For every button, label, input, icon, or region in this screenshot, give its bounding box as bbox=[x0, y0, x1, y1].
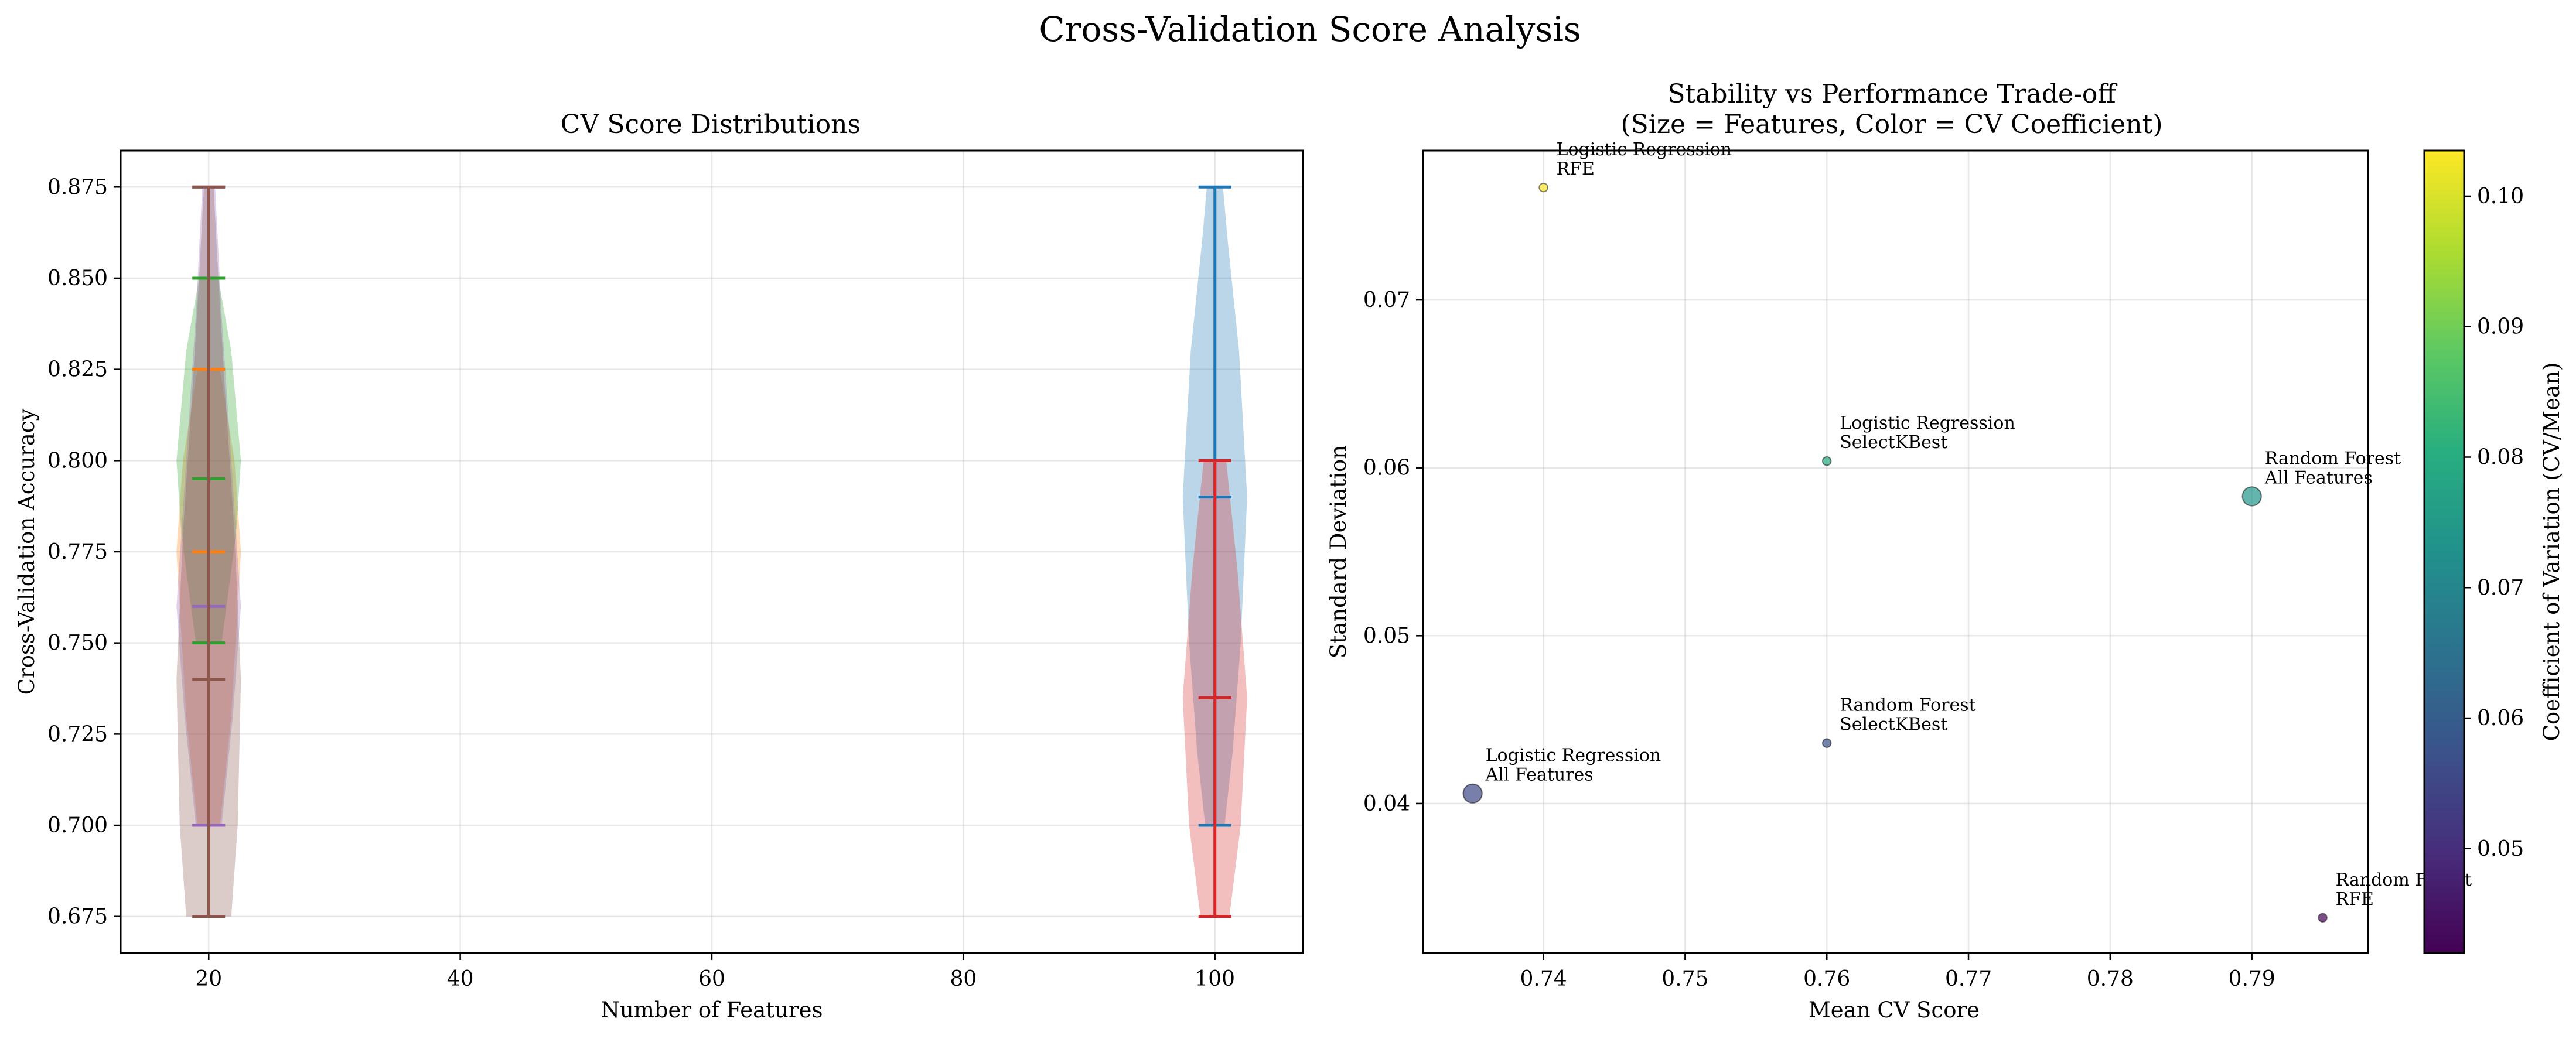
colorbar-tick-label: 0.06 bbox=[2477, 706, 2524, 730]
scatter-point-label-model: Random Forest bbox=[1840, 695, 1976, 716]
scatter-point-label-method: SelectKBest bbox=[1840, 432, 1947, 453]
scatter-panel: Stability vs Performance Trade-off (Size… bbox=[1326, 79, 2472, 1023]
figure-title: Cross-Validation Score Analysis bbox=[1039, 9, 1581, 49]
scatter-x-tick-label: 0.78 bbox=[2087, 967, 2134, 991]
colorbar-gradient bbox=[2423, 149, 2465, 954]
scatter-x-axis-label: Mean CV Score bbox=[1809, 997, 1980, 1023]
scatter-y-axis-label: Standard Deviation bbox=[1326, 445, 1351, 658]
scatter-axes-frame bbox=[1422, 149, 2369, 954]
violin-x-tick-label: 20 bbox=[195, 967, 222, 991]
scatter-point-label-method: All Features bbox=[2264, 467, 2373, 488]
colorbar-tick-label: 0.09 bbox=[2477, 315, 2524, 339]
scatter-y-tick-label: 0.05 bbox=[1363, 624, 1410, 648]
violin-title: CV Score Distributions bbox=[561, 110, 861, 139]
colorbar-tick-label: 0.10 bbox=[2477, 185, 2524, 209]
violin-y-tick-label: 0.675 bbox=[47, 905, 108, 929]
scatter-x-tick-label: 0.76 bbox=[1803, 967, 1850, 991]
violin-y-tick-label: 0.775 bbox=[47, 540, 108, 564]
scatter-point-label-model: Logistic Regression bbox=[1486, 746, 1661, 766]
violin-y-tick-label: 0.850 bbox=[47, 267, 108, 291]
colorbar-tick-label: 0.07 bbox=[2477, 576, 2524, 600]
scatter-point-label-method: All Features bbox=[1485, 765, 1594, 785]
violin-y-tick-label: 0.700 bbox=[47, 814, 108, 838]
colorbar-label: Coefficient of Variation (CV/Mean) bbox=[2539, 363, 2564, 742]
scatter-x-tick-label: 0.75 bbox=[1661, 967, 1708, 991]
scatter-point-label-method: RFE bbox=[1557, 159, 1595, 179]
scatter-y-tick-label: 0.07 bbox=[1363, 288, 1410, 312]
violin-y-tick-label: 0.725 bbox=[47, 722, 108, 746]
scatter-point-label-model: Random Forest bbox=[2265, 448, 2401, 469]
violin-x-tick-label: 60 bbox=[698, 967, 725, 991]
violin-grid bbox=[121, 151, 1303, 953]
colorbar-ticks: 0.05 0.06 0.07 0.08 0.09 0.10 bbox=[2464, 185, 2524, 861]
violin-y-ticks: 0.675 0.700 0.725 0.750 0.775 0.800 0.825 0.850… bbox=[47, 175, 121, 929]
scatter-title-line1: Stability vs Performance Trade-off bbox=[1667, 79, 2117, 109]
scatter-point bbox=[1822, 738, 1832, 748]
violin-panel: CV Score Distributions 20 40 60 80 100 0.675… bbox=[14, 110, 1304, 1023]
colorbar: 0.05 0.06 0.07 0.08 0.09 0.10 Coefficient of … bbox=[2423, 149, 2564, 954]
scatter-point bbox=[2241, 486, 2262, 507]
scatter-x-ticks: 0.74 0.75 0.76 0.77 0.78 0.79 bbox=[1520, 953, 2275, 991]
scatter-point bbox=[1538, 182, 1548, 193]
scatter-point bbox=[1462, 783, 1483, 804]
violin-y-tick-label: 0.875 bbox=[47, 175, 108, 199]
violin-y-tick-label: 0.800 bbox=[47, 449, 108, 473]
scatter-x-tick-label: 0.77 bbox=[1945, 967, 1992, 991]
violin-y-axis-label: Cross-Validation Accuracy bbox=[14, 409, 39, 695]
scatter-points bbox=[1462, 182, 2328, 923]
scatter-point-label-model: Logistic Regression bbox=[1840, 413, 2015, 433]
scatter-y-tick-label: 0.06 bbox=[1363, 456, 1410, 480]
violin-x-tick-label: 100 bbox=[1195, 967, 1235, 991]
violin-x-ticks: 20 40 60 80 100 bbox=[195, 953, 1235, 991]
scatter-title-line2: (Size = Features, Color = CV Coefficient… bbox=[1621, 110, 2163, 139]
scatter-y-ticks: 0.04 0.05 0.06 0.07 bbox=[1363, 288, 1423, 816]
scatter-point bbox=[2318, 913, 2328, 923]
violin-x-tick-label: 40 bbox=[447, 967, 474, 991]
scatter-grid bbox=[1423, 151, 2368, 953]
scatter-point-label-method: SelectKBest bbox=[1840, 715, 1947, 735]
violin-y-tick-label: 0.750 bbox=[47, 631, 108, 655]
scatter-x-tick-label: 0.79 bbox=[2229, 967, 2275, 991]
violin-bodies bbox=[176, 185, 1247, 918]
colorbar-tick-label: 0.05 bbox=[2477, 837, 2524, 861]
violin-x-tick-label: 80 bbox=[950, 967, 977, 991]
scatter-y-tick-label: 0.04 bbox=[1363, 792, 1410, 816]
violin-x-axis-label: Number of Features bbox=[601, 997, 823, 1023]
scatter-point bbox=[1822, 456, 1832, 466]
scatter-x-tick-label: 0.74 bbox=[1520, 967, 1567, 991]
violin-y-tick-label: 0.825 bbox=[47, 358, 108, 382]
colorbar-tick-label: 0.08 bbox=[2477, 445, 2524, 469]
